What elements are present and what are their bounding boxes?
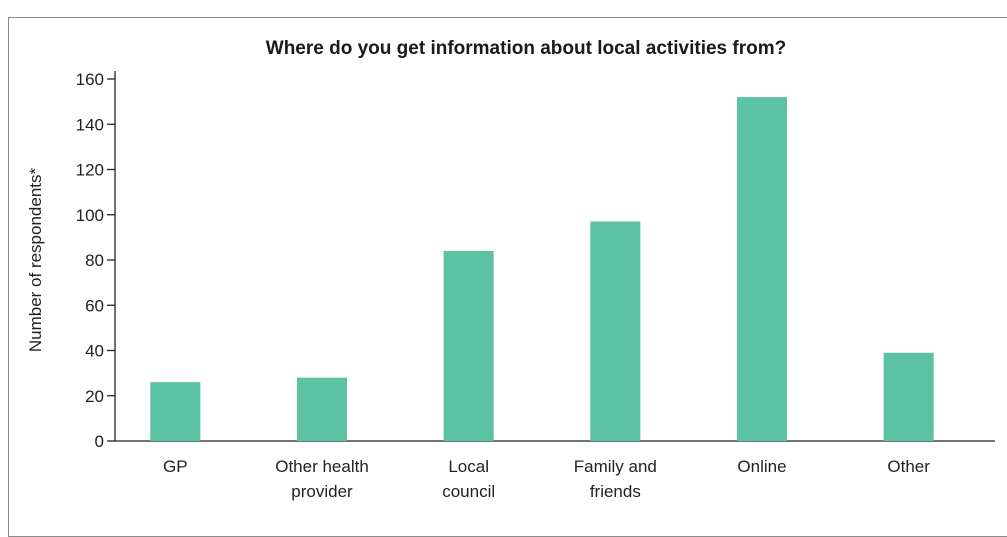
x-tick-label: friends [590,482,641,501]
y-tick-label: 40 [85,342,104,361]
x-tick-label: Family and [574,457,657,476]
x-tick-label: Other [887,457,930,476]
x-tick-label: Other health [275,457,369,476]
y-tick-label: 160 [76,70,104,89]
chart-title: Where do you get information about local… [266,38,786,59]
y-tick-label: 80 [85,251,104,270]
y-tick-label: 100 [76,206,104,225]
y-tick-label: 140 [76,115,104,134]
y-axis-label: Number of respondents* [26,167,45,352]
bar-chart: Where do you get information about local… [26,38,995,501]
x-tick-label: council [442,482,495,501]
bar [297,377,347,441]
y-tick-label: 20 [85,387,104,406]
bar [150,382,201,441]
y-tick-label: 120 [76,161,104,180]
x-tick-label: Local [448,457,489,476]
plot-area: 0 20 40 60 80 100 120 140 160 GP Other health provi… [76,70,995,501]
x-tick-label: GP [163,457,188,476]
x-tick-label: Online [737,457,786,476]
y-tick-label: 0 [95,432,104,451]
bar [883,352,934,441]
y-tick-label: 60 [85,296,104,315]
bar [443,250,494,441]
bar [590,221,641,441]
x-tick-label: provider [291,482,353,501]
bar [737,97,787,441]
